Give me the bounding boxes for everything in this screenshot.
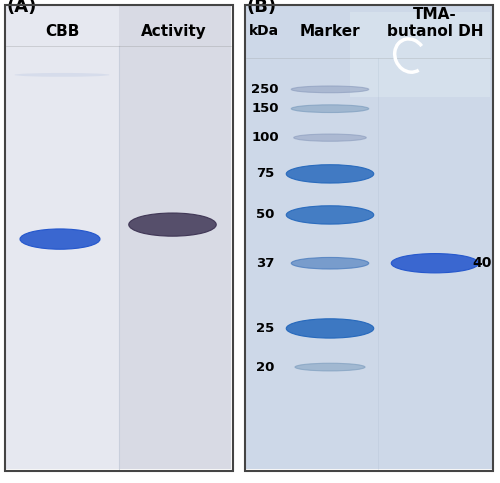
Ellipse shape bbox=[129, 213, 216, 236]
Text: 250: 250 bbox=[252, 83, 279, 96]
Text: CBB: CBB bbox=[45, 24, 79, 39]
Text: Activity: Activity bbox=[141, 24, 207, 39]
Ellipse shape bbox=[14, 73, 110, 77]
Bar bbox=[246, 5, 492, 469]
Bar bbox=[118, 5, 231, 469]
Text: (B): (B) bbox=[246, 0, 276, 16]
Text: 75: 75 bbox=[256, 168, 274, 180]
Text: Marker: Marker bbox=[300, 24, 360, 39]
Text: 150: 150 bbox=[252, 102, 279, 115]
Ellipse shape bbox=[291, 86, 369, 93]
Ellipse shape bbox=[286, 319, 374, 338]
Text: TMA-
butanol DH: TMA- butanol DH bbox=[387, 7, 483, 40]
Bar bbox=[350, 12, 490, 97]
Ellipse shape bbox=[295, 363, 365, 371]
Ellipse shape bbox=[286, 165, 374, 183]
Ellipse shape bbox=[291, 105, 369, 113]
Ellipse shape bbox=[294, 134, 366, 141]
Ellipse shape bbox=[291, 257, 369, 269]
Text: 20: 20 bbox=[256, 361, 274, 373]
Text: kDa: kDa bbox=[249, 25, 279, 38]
Text: 100: 100 bbox=[251, 131, 279, 144]
Ellipse shape bbox=[20, 229, 100, 249]
Text: (A): (A) bbox=[6, 0, 36, 16]
Text: 50: 50 bbox=[256, 209, 274, 221]
Text: 40: 40 bbox=[472, 256, 492, 270]
Ellipse shape bbox=[286, 206, 374, 224]
Ellipse shape bbox=[391, 254, 479, 273]
Bar bbox=[6, 5, 118, 469]
Text: 37: 37 bbox=[256, 257, 274, 270]
Text: 25: 25 bbox=[256, 322, 274, 335]
